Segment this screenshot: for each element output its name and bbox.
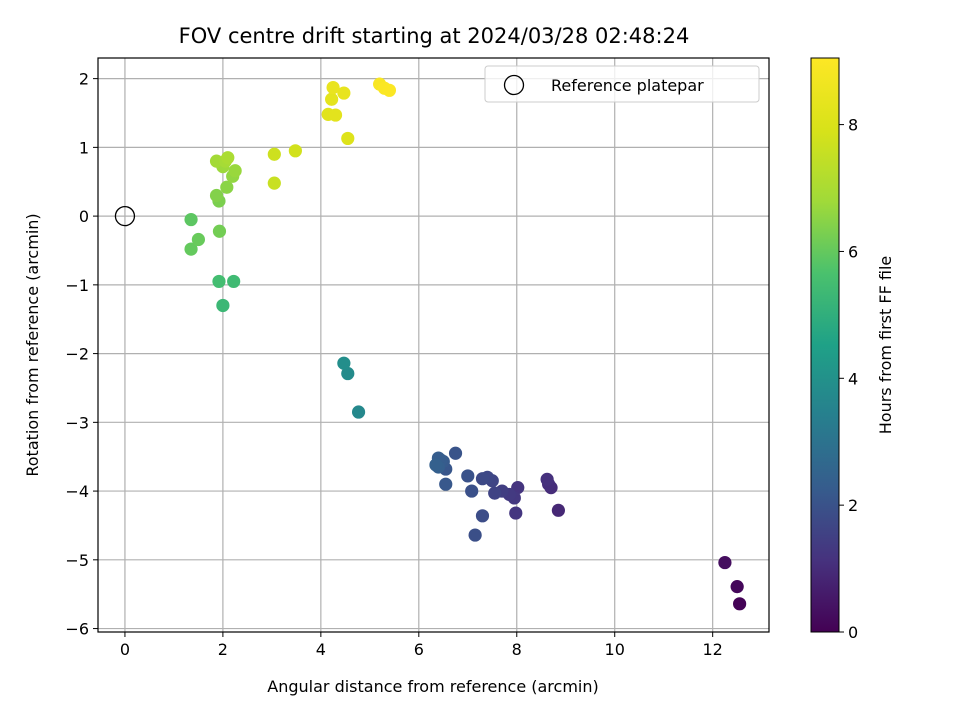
data-point — [475, 509, 490, 523]
data-point — [718, 555, 732, 570]
y-tick-label: 2 — [79, 70, 89, 89]
data-point — [209, 188, 224, 203]
data-point — [468, 528, 482, 542]
legend-entry-reference-platepar: Reference platepar — [551, 76, 704, 95]
x-tick-label: 6 — [414, 640, 424, 659]
y-tick-label: 0 — [79, 207, 89, 226]
x-tick-label: 4 — [316, 640, 326, 659]
data-point — [551, 503, 565, 517]
data-point — [212, 224, 227, 238]
data-point — [220, 180, 234, 194]
y-axis-ticks: −6 −5 −4 −3 −2 −1 0 1 2 — [65, 70, 98, 639]
data-point — [267, 147, 281, 161]
data-point — [337, 86, 351, 100]
x-axis-label: Angular distance from reference (arcmin) — [267, 677, 598, 696]
data-point — [461, 469, 475, 483]
data-point — [540, 472, 554, 486]
data-point — [341, 366, 355, 381]
y-tick-label: −3 — [65, 413, 89, 432]
data-point — [267, 176, 281, 190]
data-point — [288, 144, 302, 158]
data-point — [228, 164, 242, 178]
data-point — [341, 131, 355, 146]
x-tick-label: 10 — [605, 640, 625, 659]
data-point — [439, 477, 453, 491]
data-point — [465, 484, 479, 498]
colorbar: 0 2 4 6 8 Hours from first FF file — [810, 57, 895, 642]
y-tick-label: −6 — [65, 620, 89, 639]
y-axis-label: Rotation from reference (arcmin) — [23, 213, 42, 476]
data-point — [326, 80, 340, 95]
data-points — [184, 77, 747, 611]
data-point — [488, 486, 502, 500]
data-point — [325, 92, 339, 106]
data-point — [184, 242, 198, 256]
chart-title: FOV centre drift starting at 2024/03/28 … — [179, 24, 690, 48]
data-point — [337, 356, 351, 370]
colorbar-label: Hours from first FF file — [876, 256, 895, 435]
reference-platepar-marker — [114, 205, 136, 227]
data-point — [216, 298, 230, 313]
data-point — [730, 580, 744, 594]
y-tick-label: −4 — [65, 482, 89, 501]
colorbar-tick-label: 6 — [848, 242, 858, 261]
legend-box — [484, 65, 760, 103]
data-point — [475, 472, 490, 486]
y-tick-label: −1 — [65, 276, 89, 295]
reference-marker-group — [114, 205, 136, 227]
data-point — [328, 108, 343, 122]
x-tick-label: 8 — [512, 640, 522, 659]
x-tick-label: 0 — [120, 640, 130, 659]
colorbar-gradient — [810, 57, 840, 633]
legend: Reference platepar — [484, 65, 760, 103]
data-point — [212, 274, 226, 289]
x-axis-ticks: 0 2 4 6 8 10 12 — [120, 632, 723, 659]
data-point — [227, 274, 241, 289]
data-point — [184, 212, 198, 227]
data-point — [382, 83, 397, 97]
data-point — [351, 405, 366, 419]
data-point — [191, 232, 206, 247]
data-point — [221, 151, 235, 165]
y-tick-label: −5 — [65, 551, 89, 570]
y-tick-label: 1 — [79, 138, 89, 157]
colorbar-ticks: 0 2 4 6 8 — [839, 116, 858, 642]
data-point — [509, 506, 523, 520]
colorbar-tick-label: 0 — [848, 623, 858, 642]
legend-marker-open-circle — [503, 74, 525, 96]
x-tick-label: 12 — [702, 640, 722, 659]
x-tick-label: 2 — [218, 640, 228, 659]
data-point — [429, 458, 443, 472]
y-tick-label: −2 — [65, 345, 89, 364]
data-point — [733, 597, 747, 611]
colorbar-tick-label: 8 — [848, 116, 858, 135]
data-point — [448, 446, 463, 460]
colorbar-tick-label: 4 — [848, 369, 858, 388]
colorbar-tick-label: 2 — [848, 496, 858, 515]
plot-frame — [97, 57, 770, 633]
grid — [98, 58, 769, 632]
